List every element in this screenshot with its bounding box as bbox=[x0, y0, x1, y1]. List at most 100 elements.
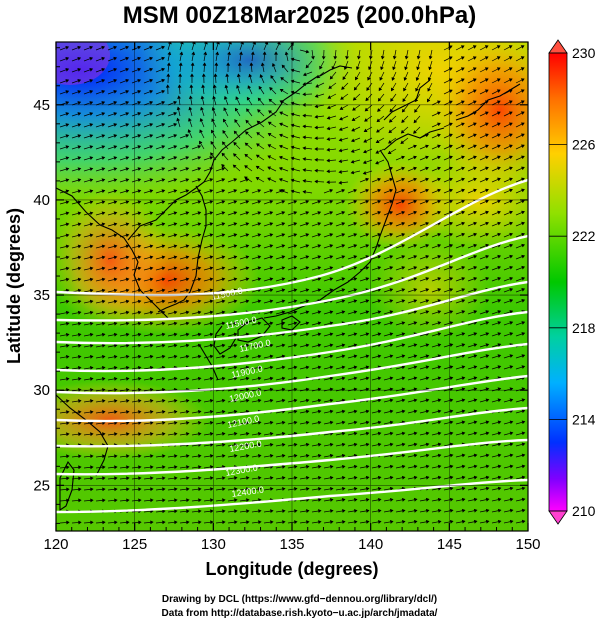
wind-arrow bbox=[375, 159, 385, 165]
wind-arrow bbox=[239, 420, 250, 425]
wind-arrow bbox=[167, 277, 178, 282]
wind-arrow bbox=[167, 476, 178, 480]
wind-arrow bbox=[503, 332, 514, 337]
wind-arrow bbox=[250, 51, 255, 62]
wind-arrow bbox=[119, 432, 130, 436]
wind-arrow bbox=[347, 420, 358, 425]
wind-arrow bbox=[515, 254, 526, 260]
wind-arrow bbox=[407, 520, 418, 524]
wind-arrow bbox=[347, 244, 358, 249]
wind-arrow bbox=[257, 97, 265, 106]
wind-arrow bbox=[203, 321, 214, 326]
wind-arrow bbox=[203, 487, 214, 491]
wind-arrow bbox=[71, 399, 82, 403]
wind-arrow bbox=[443, 288, 454, 293]
wind-arrow bbox=[155, 277, 166, 282]
wind-arrow bbox=[143, 421, 154, 425]
wind-arrow bbox=[167, 211, 178, 216]
wind-arrow bbox=[431, 365, 442, 370]
wind-arrow bbox=[383, 486, 394, 491]
wind-arrow bbox=[191, 421, 202, 425]
wind-arrow bbox=[359, 475, 370, 480]
wind-arrow bbox=[419, 299, 430, 304]
wind-arrow bbox=[203, 244, 214, 249]
wind-arrow bbox=[395, 376, 406, 381]
wind-arrow bbox=[221, 164, 229, 172]
wind-arrow bbox=[215, 288, 226, 293]
wind-arrow bbox=[491, 45, 501, 51]
wind-arrow bbox=[371, 520, 382, 524]
wind-arrow bbox=[131, 89, 142, 95]
wind-arrow bbox=[419, 177, 429, 183]
wind-arrow bbox=[143, 78, 154, 84]
wind-arrow bbox=[359, 409, 370, 414]
wind-arrow bbox=[287, 520, 298, 524]
y-axis: 25 30 35 40 45 bbox=[33, 47, 528, 524]
wind-arrow bbox=[419, 288, 430, 293]
wind-arrow bbox=[479, 354, 490, 359]
wind-arrow bbox=[203, 189, 214, 194]
wind-arrow bbox=[503, 111, 513, 117]
wind-arrow bbox=[359, 299, 370, 304]
wind-arrow bbox=[95, 189, 106, 194]
wind-arrow bbox=[203, 465, 214, 469]
wind-arrow bbox=[279, 88, 289, 95]
wind-arrow bbox=[377, 104, 385, 112]
wind-arrow bbox=[407, 497, 418, 502]
wind-arrow bbox=[419, 155, 429, 161]
wind-arrow bbox=[83, 222, 94, 227]
wind-arrow bbox=[179, 51, 184, 62]
wind-arrow bbox=[395, 288, 406, 293]
wind-arrow bbox=[239, 398, 250, 403]
wind-arrow bbox=[179, 189, 190, 194]
wind-arrow bbox=[179, 465, 190, 469]
wind-arrow bbox=[302, 92, 313, 97]
wind-arrow bbox=[95, 56, 106, 62]
wind-arrow bbox=[383, 442, 394, 447]
wind-arrow bbox=[340, 93, 349, 100]
wind-arrow bbox=[155, 520, 166, 525]
wind-arrow bbox=[455, 166, 465, 172]
wind-arrow bbox=[251, 299, 262, 304]
wind-arrow bbox=[419, 221, 430, 227]
wind-arrow bbox=[201, 73, 206, 84]
wind-arrow bbox=[95, 244, 106, 249]
colorbar-tick-label: 230 bbox=[572, 45, 596, 61]
wind-arrow bbox=[323, 509, 334, 513]
wind-arrow bbox=[491, 177, 501, 183]
wind-arrow bbox=[71, 520, 82, 525]
wind-arrow bbox=[233, 130, 241, 139]
wind-arrow bbox=[371, 277, 382, 282]
wind-arrow bbox=[71, 255, 82, 260]
wind-arrow bbox=[179, 398, 190, 403]
wind-arrow bbox=[215, 244, 226, 249]
wind-arrow bbox=[299, 49, 310, 54]
wind-arrow bbox=[191, 51, 196, 62]
wind-arrow bbox=[234, 119, 241, 128]
wind-arrow bbox=[95, 299, 106, 304]
wind-arrow bbox=[515, 133, 525, 139]
wind-arrow bbox=[378, 82, 385, 92]
wind-arrow bbox=[515, 508, 526, 513]
wind-arrow bbox=[155, 167, 166, 172]
wind-arrow bbox=[131, 432, 142, 436]
wind-arrow bbox=[455, 89, 465, 95]
wind-arrow bbox=[455, 508, 466, 513]
wind-arrow bbox=[311, 365, 322, 370]
wind-arrow bbox=[503, 354, 514, 359]
wind-arrow bbox=[287, 365, 298, 370]
wind-arrow bbox=[371, 376, 382, 381]
wind-arrow bbox=[503, 122, 513, 128]
wind-arrow bbox=[251, 222, 262, 227]
wind-arrow bbox=[131, 145, 142, 150]
wind-arrow bbox=[278, 178, 289, 183]
wind-arrow bbox=[263, 189, 274, 194]
wind-arrow bbox=[287, 277, 298, 282]
wind-arrow bbox=[443, 166, 453, 172]
wind-arrow bbox=[179, 299, 190, 304]
wind-arrow bbox=[179, 255, 190, 260]
wind-arrow bbox=[314, 93, 325, 98]
wind-arrow bbox=[515, 288, 526, 293]
wind-arrow bbox=[251, 211, 262, 216]
wind-arrow bbox=[383, 188, 394, 194]
